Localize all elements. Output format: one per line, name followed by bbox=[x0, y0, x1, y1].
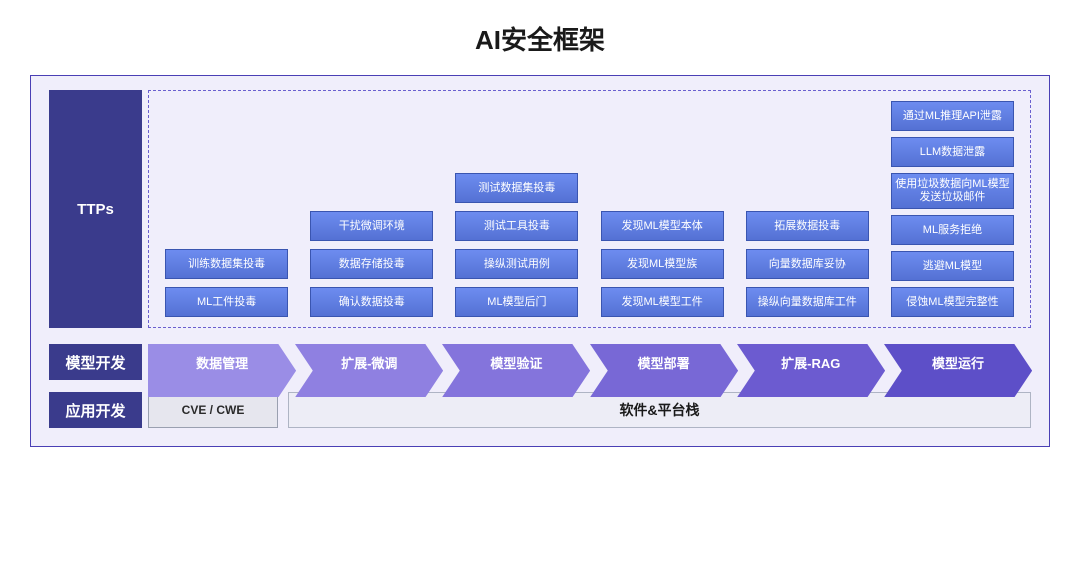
stage-arrow-0: 数据管理 bbox=[148, 344, 296, 380]
ttps-row: TTPs 训练数据集投毒 ML工件投毒 干扰微调环境 数据存储投毒 确认数据投毒… bbox=[49, 90, 1031, 328]
platform-box: 软件&平台栈 bbox=[288, 392, 1031, 428]
stage-arrows: 数据管理 扩展-微调 模型验证 bbox=[148, 344, 1031, 380]
model-dev-row: 模型开发 数据管理 扩展-微调 bbox=[49, 344, 1031, 380]
stage-label: 模型运行 bbox=[932, 353, 984, 372]
ttp-cell: 测试数据集投毒 bbox=[455, 173, 578, 203]
stage-label: 数据管理 bbox=[196, 353, 248, 372]
stage-label: 模型验证 bbox=[490, 353, 542, 372]
app-dev-content: CVE / CWE 软件&平台栈 bbox=[148, 392, 1031, 428]
ttp-cell: 向量数据库妥协 bbox=[746, 249, 869, 279]
ttp-cell: ML服务拒绝 bbox=[891, 215, 1014, 245]
ttp-cell: LLM数据泄露 bbox=[891, 137, 1014, 167]
ttp-cell: ML模型后门 bbox=[455, 287, 578, 317]
stage-arrow-3: 模型部署 bbox=[590, 344, 738, 380]
ttp-cell: 使用垃圾数据向ML模型发送垃圾邮件 bbox=[891, 173, 1014, 209]
page-root: AI安全框架 TTPs 训练数据集投毒 ML工件投毒 干扰微调环境 数据存储投毒… bbox=[0, 0, 1080, 573]
ttps-col-4: 拓展数据投毒 向量数据库妥协 操纵向量数据库工件 bbox=[740, 211, 875, 317]
model-dev-label: 模型开发 bbox=[49, 344, 142, 380]
app-dev-label: 应用开发 bbox=[49, 392, 142, 428]
stage-arrow-4: 扩展-RAG bbox=[737, 344, 885, 380]
ttps-col-2: 测试数据集投毒 测试工具投毒 操纵测试用例 ML模型后门 bbox=[449, 173, 584, 317]
cve-box: CVE / CWE bbox=[148, 392, 278, 428]
stage-label: 扩展-微调 bbox=[341, 353, 397, 372]
stage-arrow-5: 模型运行 bbox=[884, 344, 1032, 380]
stage-label: 扩展-RAG bbox=[781, 353, 840, 372]
ttp-cell: 逃避ML模型 bbox=[891, 251, 1014, 281]
ttp-cell: ML工件投毒 bbox=[165, 287, 288, 317]
ttps-col-5: 通过ML推理API泄露 LLM数据泄露 使用垃圾数据向ML模型发送垃圾邮件 ML… bbox=[885, 101, 1020, 317]
ttps-col-1: 干扰微调环境 数据存储投毒 确认数据投毒 bbox=[304, 211, 439, 317]
ttp-cell: 发现ML模型工件 bbox=[601, 287, 724, 317]
stage-label: 模型部署 bbox=[638, 353, 690, 372]
ttp-cell: 通过ML推理API泄露 bbox=[891, 101, 1014, 131]
ttp-cell: 发现ML模型本体 bbox=[601, 211, 724, 241]
ttp-cell: 操纵测试用例 bbox=[455, 249, 578, 279]
stage-arrow-1: 扩展-微调 bbox=[295, 344, 443, 380]
app-dev-row: 应用开发 CVE / CWE 软件&平台栈 bbox=[49, 392, 1031, 428]
stage-arrow-2: 模型验证 bbox=[442, 344, 590, 380]
ttp-cell: 确认数据投毒 bbox=[310, 287, 433, 317]
ttp-cell: 发现ML模型族 bbox=[601, 249, 724, 279]
ttp-cell: 测试工具投毒 bbox=[455, 211, 578, 241]
ttps-label: TTPs bbox=[49, 90, 142, 328]
ttp-cell: 拓展数据投毒 bbox=[746, 211, 869, 241]
ttps-col-0: 训练数据集投毒 ML工件投毒 bbox=[159, 249, 294, 317]
framework-frame: TTPs 训练数据集投毒 ML工件投毒 干扰微调环境 数据存储投毒 确认数据投毒… bbox=[30, 75, 1050, 447]
ttps-grid: 训练数据集投毒 ML工件投毒 干扰微调环境 数据存储投毒 确认数据投毒 测试数据… bbox=[148, 90, 1031, 328]
ttp-cell: 侵蚀ML模型完整性 bbox=[891, 287, 1014, 317]
ttps-col-3: 发现ML模型本体 发现ML模型族 发现ML模型工件 bbox=[595, 211, 730, 317]
page-title: AI安全框架 bbox=[30, 20, 1050, 57]
ttp-cell: 训练数据集投毒 bbox=[165, 249, 288, 279]
ttp-cell: 数据存储投毒 bbox=[310, 249, 433, 279]
ttp-cell: 操纵向量数据库工件 bbox=[746, 287, 869, 317]
ttp-cell: 干扰微调环境 bbox=[310, 211, 433, 241]
